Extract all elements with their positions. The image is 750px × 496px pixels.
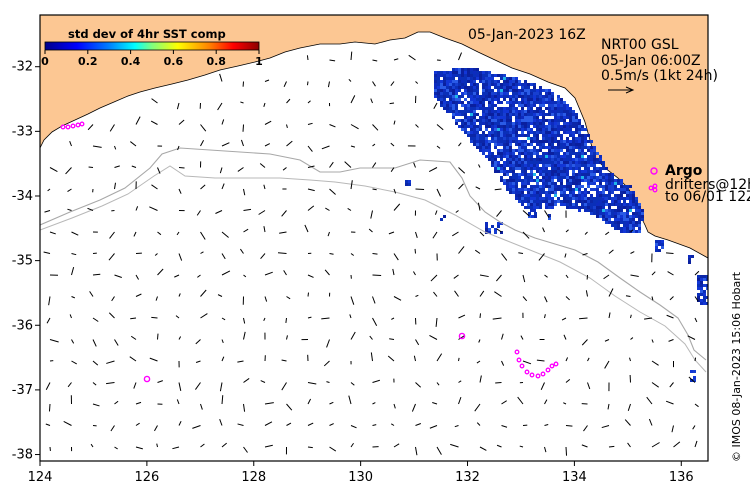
x-tick-label: 134 [562,470,587,485]
vector-scale-label: 0.5m/s (1kt 24h) [601,68,718,84]
colorbar-title: std dev of 4hr SST comp [68,27,226,41]
y-tick-label: -34 [12,189,33,204]
colorbar: std dev of 4hr SST comp 0 0.2 0.4 0.6 0.8 1 [41,27,263,68]
colorbar-tick-label: 0 [41,55,49,68]
y-tick-label: -32 [12,60,33,75]
scale-arrow [608,86,635,94]
argo-float-marker [458,332,466,340]
analysis-time-label: 05-Jan 06:00Z [601,53,701,69]
colorbar-gradient [44,41,260,51]
map-date-label: 05-Jan-2023 16Z [468,27,586,43]
x-tick-label: 130 [348,470,373,485]
argo-float-marker [143,375,151,383]
y-tick-label: -37 [12,383,33,398]
x-tick-label: 132 [455,470,480,485]
sst-variability-field [405,68,708,382]
credit-label: © IMOS 08-Jan-2023 15:06 Hobart [730,271,743,462]
x-tick-label: 136 [669,470,694,485]
argo-legend-label: Argo [665,163,703,179]
y-tick-label: -33 [12,124,33,139]
colorbar-tick-label: 0.2 [78,55,98,68]
product-label: NRT00 GSL [601,37,679,53]
colorbar-tick-label: 0.8 [206,55,226,68]
colorbar-tick-label: 0.4 [121,55,141,68]
argo-track-west [60,121,85,130]
drifter-track [514,349,559,379]
colorbar-tick-label: 0.6 [164,55,184,68]
drifter-legend-icon [648,183,658,193]
x-tick-label: 126 [134,470,159,485]
plot-frame [39,14,709,462]
argo-legend-icon [650,167,658,175]
x-tick-label: 128 [241,470,266,485]
y-tick-label: -35 [12,254,33,269]
x-tick-label: 124 [28,470,53,485]
plot-area [40,15,708,461]
y-tick-label: -36 [12,318,33,333]
colorbar-tick-label: 1 [255,55,263,68]
y-tick-label: -38 [12,448,33,463]
bathymetry-contour [40,147,707,361]
axis-ticks: 124 126 128 130 132 134 136 -32 -33 -34 -35 -36 -37 -… [12,60,694,485]
current-vectors [43,51,700,456]
